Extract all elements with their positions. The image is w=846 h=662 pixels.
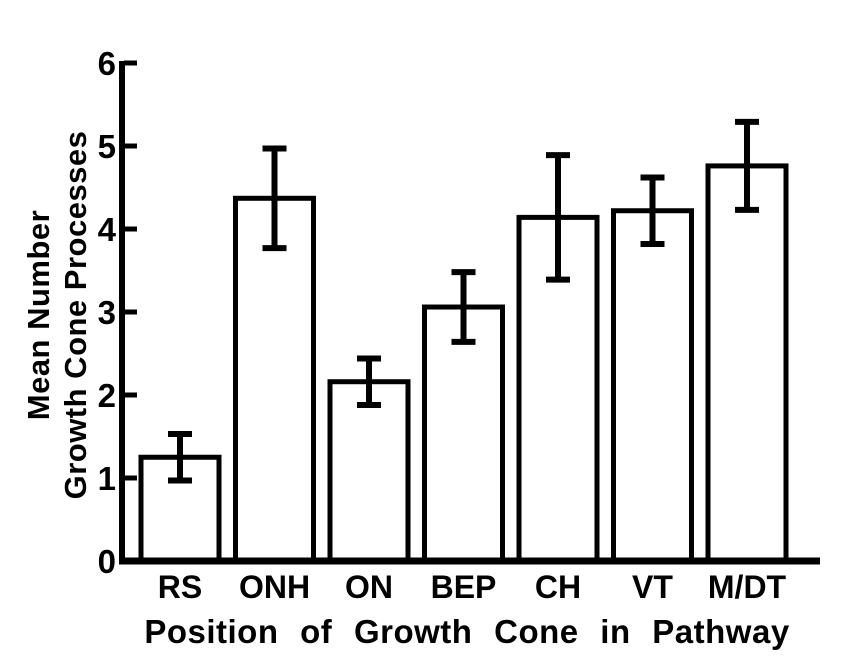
y-tick-label-6: 6 <box>98 45 116 82</box>
x-tick-label-M/DT: M/DT <box>708 569 787 605</box>
x-tick-label-VT: VT <box>632 569 673 605</box>
y-tick-label-2: 2 <box>98 377 116 414</box>
bar-VT <box>611 208 694 564</box>
y-tick-label-0: 0 <box>98 543 116 580</box>
x-tick-label-CH: CH <box>535 569 581 605</box>
y-axis-title-line1: Mean Number <box>21 209 56 421</box>
y-axis-title: Mean Number Growth Cone Processes <box>20 105 94 525</box>
bar-M/DT <box>705 163 789 564</box>
bar-ON <box>327 379 411 564</box>
y-axis-title-line2: Growth Cone Processes <box>58 130 93 500</box>
x-tick-label-ONH: ONH <box>239 569 310 605</box>
y-tick-label-3: 3 <box>98 294 116 331</box>
y-tick-label-4: 4 <box>98 211 117 248</box>
bar-BEP <box>422 304 505 564</box>
x-tick-label-RS: RS <box>158 569 202 605</box>
x-tick-label-BEP: BEP <box>431 569 497 605</box>
x-axis-title: Position of Growth Cone in Pathway <box>144 613 790 650</box>
y-tick-label-1: 1 <box>98 460 116 497</box>
bar-ONH <box>233 195 316 564</box>
y-tick-label-5: 5 <box>98 128 116 165</box>
x-tick-label-ON: ON <box>345 569 393 605</box>
